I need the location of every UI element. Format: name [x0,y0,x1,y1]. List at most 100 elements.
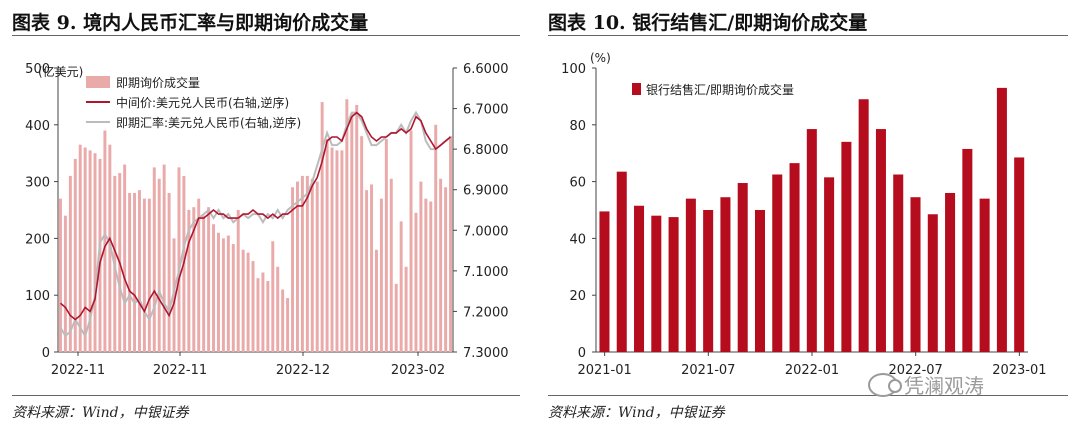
watermark-text: 凭澜观涛 [904,374,984,398]
legend-label-mid: 中间价:美元兑人民币(右轴,逆序) [116,95,289,110]
volume-bar [123,164,127,352]
ratio-bar [772,174,783,352]
volume-bar [157,178,161,352]
volume-bar [167,192,171,352]
x-tick-label: 2022-11 [153,363,207,378]
volume-bar [439,178,443,352]
volume-bar [266,281,270,352]
volume-bar [276,266,280,352]
right-chart-y-tick-label: 80 [569,119,586,134]
right-legend-label: 银行结售汇/即期询价成交量 [646,82,794,97]
volume-bar [133,192,137,352]
right-chart-x-tick-label: 2021-07 [681,363,735,378]
y-tick-label-left: 200 [25,232,50,247]
ratio-bar [806,129,817,352]
volume-bar [320,102,324,352]
y-tick-label-right: 6.8000 [463,143,509,158]
ratio-bar [685,198,696,352]
volume-bar [409,130,413,352]
volume-bar [83,147,87,352]
y-tick-label-right: 7.3000 [463,346,509,361]
volume-bar [63,215,67,352]
volume-bar [207,207,211,352]
volume-bar [340,150,344,352]
volume-bar [355,104,359,352]
ratio-bar [841,141,852,352]
wechat-icon [868,372,902,397]
y-tick-label-left: 100 [25,289,50,304]
volume-bar [128,192,132,352]
volume-bar [78,144,82,352]
ratio-bar [634,205,645,352]
x-tick-label: 2023-02 [391,363,445,378]
volume-bar [330,147,334,352]
ratio-bar [962,148,973,352]
volume-bar [419,181,423,352]
volume-bar [379,198,383,352]
volume-bar [271,241,275,352]
ratio-bar [599,211,610,352]
ratio-bar [754,210,765,352]
ratio-bar [945,192,956,352]
right-chart-y-tick-label: 0 [578,346,586,361]
volume-bar [399,221,403,352]
right-source-note: 资料来源：Wind，中银证券 [548,405,725,421]
ratio-bar [1014,157,1025,352]
volume-bar [261,272,265,352]
right-unit-label: (%) [590,51,611,65]
volume-bar [345,99,349,353]
ratio-bar [979,198,990,352]
right-chart-x-tick-label: 2021-01 [577,363,631,378]
volume-bar [241,249,245,352]
volume-bar [192,207,196,352]
y-tick-label-right: 7.2000 [463,305,509,320]
volume-bar [389,178,393,352]
volume-bar [108,144,112,352]
volume-bar [162,164,166,352]
volume-bar [197,198,201,352]
ratio-bar [720,197,731,352]
ratio-bar [875,129,886,352]
volume-bar [360,136,364,352]
y-tick-label-right: 7.0000 [463,224,509,239]
volume-bar [236,210,240,352]
right-bottom-rule [548,395,1068,396]
volume-bar [404,266,408,352]
volume-bar [142,198,146,352]
right-chart-y-tick-label: 60 [569,176,586,191]
x-tick-label: 2022-11 [51,363,105,378]
x-tick-label: 2022-12 [276,363,330,378]
volume-bar [374,249,378,352]
volume-bar [434,124,438,352]
left-source-note: 资料来源：Wind，中银证券 [12,405,189,421]
volume-bar [251,261,255,352]
volume-bar [384,139,388,352]
y-tick-label-left: 400 [25,119,50,134]
volume-bar [325,139,329,352]
volume-bar [202,215,206,352]
right-chart-title: 图表 10. 银行结售汇/即期询价成交量 [548,12,868,34]
right-chart-y-tick-label: 40 [569,232,586,247]
volume-bar [286,298,290,352]
volume-bar [350,113,354,352]
left-title-rule [12,35,520,36]
volume-bar [88,150,92,352]
legend-label-spot: 即期汇率:美元兑人民币(右轴,逆序) [116,115,301,130]
left-chart-title: 图表 9. 境内人民币汇率与即期询价成交量 [12,12,369,34]
y-tick-label-right: 6.9000 [463,184,509,199]
volume-bar [444,187,448,352]
y-tick-label-left: 500 [25,62,50,77]
volume-bar [177,167,181,352]
volume-bar [103,130,107,352]
volume-bar [68,175,72,352]
right-legend-swatch [632,83,641,95]
ratio-bar [893,174,904,352]
volume-bar [147,198,151,352]
ratio-bar [651,215,662,352]
ratio-bar [737,183,748,352]
volume-bar [365,190,369,352]
volume-bar [335,150,339,352]
watermark: 凭澜观涛 [868,370,984,399]
volume-bar [414,212,418,352]
